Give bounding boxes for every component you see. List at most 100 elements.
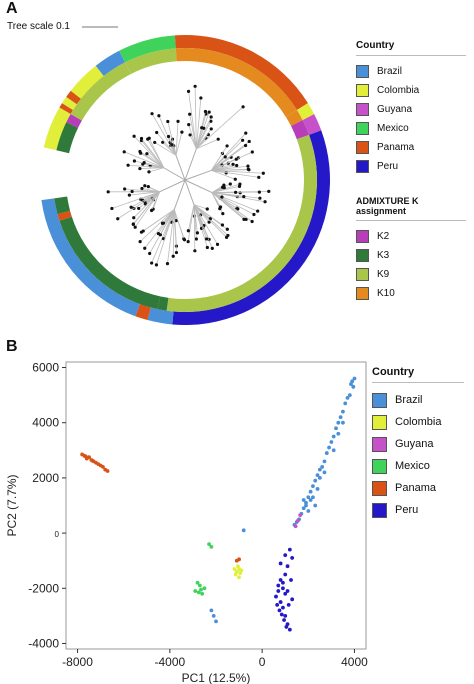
legend-a-country-item-mexico: Mexico [356,119,466,138]
tree-branch [124,151,164,169]
country-ring-segment-colombia [43,107,71,151]
point-colombia [232,567,237,571]
tree-tip [166,119,170,124]
tree-branch [184,179,213,194]
point-panama [101,464,105,469]
legend-b-label-mexico: Mexico [395,460,430,472]
point-mexico [209,544,214,549]
tree-tip [174,219,178,223]
point-mexico [202,586,207,591]
admixture-ring-segment-k10 [285,110,303,126]
y-tick-label: -4000 [28,636,59,650]
tree-tip [205,207,209,211]
tree-branch [211,192,223,198]
tree-branch [188,91,197,149]
tree-branch [141,138,165,168]
point-guyana [296,518,300,523]
tree-branch [211,132,247,171]
point-peru [276,583,281,588]
tree-branch [211,192,255,215]
point-peru [290,556,295,560]
legend-a-k-swatch-k9 [356,268,369,281]
point-brazil [327,445,331,450]
tree-branch [124,188,160,193]
tree-branch [140,152,164,169]
admixture-ring-segment-k3 [54,196,71,215]
tree-branch [184,148,197,181]
tree-tip [267,189,271,194]
panel-a-label: A [6,0,18,17]
tree-branch [156,132,177,156]
legend-b-label-peru: Peru [395,504,419,516]
tree-tip [205,245,209,250]
tree-branch [211,170,264,174]
point-brazil [209,608,214,613]
point-brazil [317,476,322,480]
tree-branch [167,121,177,156]
tree-branches [106,84,271,267]
point-panama [237,557,241,562]
admixture-ring [54,47,317,312]
tree-branch [210,145,228,171]
tree-branch [163,167,186,181]
point-panama [105,469,110,473]
tree-tip [246,167,250,171]
legend-a-k-swatch-k3 [356,249,369,262]
legend-country-b: Country Brazil Colombia Guyana Mexico Panama… [372,366,464,521]
tree-branch [194,86,197,149]
country-ring-segment-mexico [119,35,176,63]
tree-branch [211,192,244,197]
point-peru [287,627,292,632]
legend-a-k-label-k3: K3 [377,250,390,261]
tree-tip [218,205,223,209]
pca-scatter: -8000 -4000 0 40006000400020000-2000-4000PC… [5,361,368,684]
tree-branch [151,191,160,211]
point-brazil [313,503,318,508]
legend-a-country-label-colombia: Colombia [377,85,420,96]
point-brazil [320,464,325,469]
tree-tip [186,89,191,94]
point-peru [277,608,282,613]
legend-a-country-swatch-guyana [356,103,369,116]
tree-tip [258,196,262,200]
x-axis-label: PC1 (12.5%) [182,671,251,684]
pca-axes: -8000 -4000 0 40006000400020000-2000-4000PC… [5,361,368,684]
tree-tip [220,195,224,199]
tree-tip [140,186,144,191]
point-mexico [196,590,201,595]
tree-tip [225,227,229,231]
country-ring-segment-panama [174,35,308,111]
tree-branch [156,209,175,265]
tree-tip [150,261,154,265]
y-tick-label: 4000 [32,416,59,430]
point-brazil [322,459,327,464]
tree-tip [147,170,151,174]
tree-branch [159,179,186,193]
tree-branch [211,168,249,171]
point-peru [278,578,283,582]
point-peru [289,578,293,582]
tree-tip [182,238,187,242]
legend-a-country-label-panama: Panama [377,142,415,153]
point-mexico [199,587,203,592]
tree-tip [261,171,265,175]
point-brazil [301,506,306,511]
tree-tip [142,161,146,165]
legend-a-k-item-k9: K9 [356,265,466,284]
tree-branch [173,179,186,210]
legend-a-k-item-k10: K10 [356,284,466,303]
point-brazil [352,376,357,381]
point-brazil [211,613,216,618]
tree-branch [196,128,212,149]
tree-branch [175,155,186,181]
point-peru [290,597,295,602]
legend-b-item-colombia: Colombia [372,411,464,433]
tree-tip [153,140,157,145]
tree-branch [129,191,160,196]
point-brazil [306,509,311,513]
legend-a-country-label-brazil: Brazil [377,66,403,77]
point-brazil [315,487,320,491]
tree-scale-label: Tree scale 0.1 [7,21,70,32]
point-peru [279,612,284,617]
point-peru [283,572,288,577]
